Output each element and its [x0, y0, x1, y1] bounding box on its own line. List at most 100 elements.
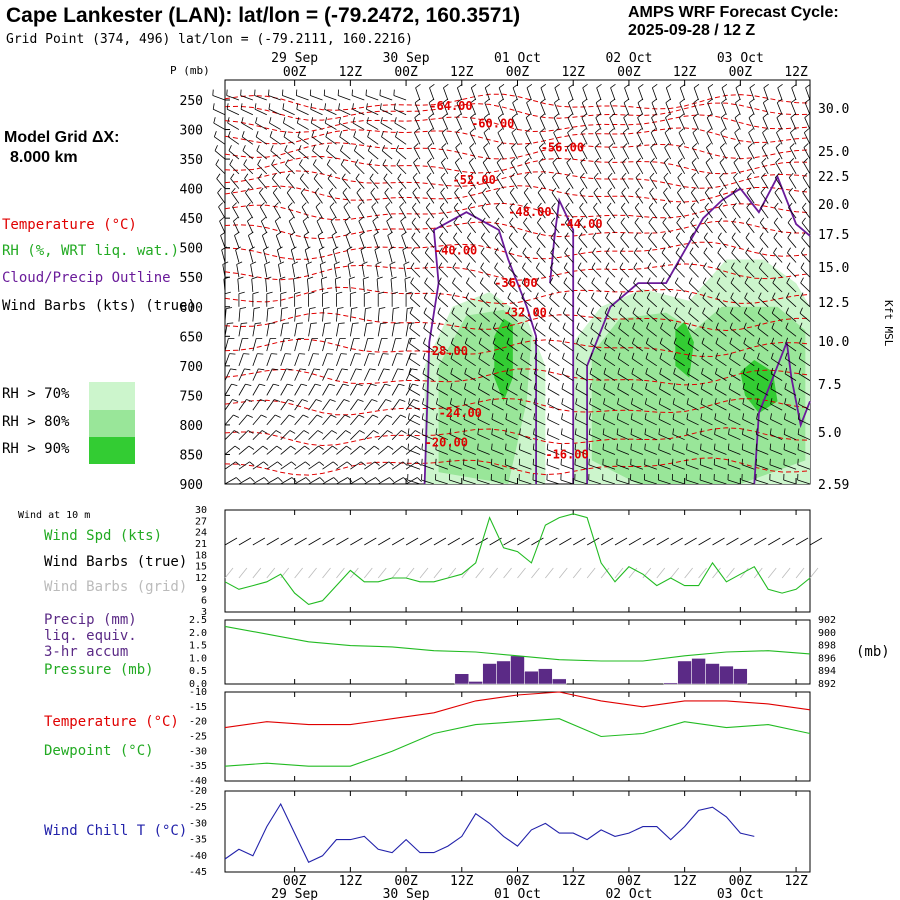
wind-barb-flag: [663, 187, 668, 193]
wind-barb-staff: [454, 177, 463, 189]
wind-barb-flag: [590, 322, 594, 329]
wind-barb-staff: [719, 147, 727, 160]
wind-barb: [263, 246, 269, 263]
wind-barb: [686, 398, 699, 411]
wind-barb-flag: [495, 217, 500, 223]
wind-barb: [449, 413, 462, 426]
wind-barb-flag: [688, 292, 692, 299]
wind-barb: [349, 338, 360, 352]
wind-barb-flag: [322, 291, 329, 295]
wind-barb: [690, 187, 699, 204]
wind-barb: [790, 113, 797, 130]
wind-barb: [547, 428, 560, 441]
wind-barb: [588, 428, 602, 441]
wind-barb-staff: [797, 434, 811, 441]
wind-barb-staff: [308, 368, 315, 381]
y-tick-height: 30.0: [818, 102, 849, 117]
wind-barb-staff: [466, 267, 477, 278]
wind-barb: [439, 202, 449, 219]
wind-barb: [687, 352, 699, 367]
wind-barb-flag: [478, 352, 482, 359]
wind-barb: [327, 173, 337, 189]
wind-barb-flag: [772, 277, 777, 284]
wind-barb: [443, 83, 449, 101]
wind-barb-flag: [355, 368, 362, 371]
wind-barb-flag: [520, 352, 523, 359]
wind-barb: [341, 173, 351, 189]
wind-barb: [618, 337, 630, 352]
wind-barb-staff: [429, 87, 435, 101]
wind-barb-staff: [413, 132, 421, 145]
wind-barb-staff: [595, 132, 602, 145]
wind-barb-flag: [428, 113, 434, 118]
wind-barb-staff: [391, 323, 395, 337]
wind-barb-staff: [478, 358, 490, 367]
wind-barb-staff: [304, 249, 309, 263]
wind-barb-flag: [422, 382, 425, 389]
wind-barb-staff: [449, 479, 462, 485]
wind-barb: [507, 277, 518, 293]
wind-barb-flag: [548, 322, 552, 329]
wind-barb-staff: [308, 383, 316, 396]
wind-barb: [397, 173, 407, 189]
page-title: Cape Lankester (LAN): lat/lon = (-79.247…: [6, 4, 521, 27]
wind-barb: [303, 231, 310, 248]
wind-barb-staff: [623, 117, 630, 130]
surface-wind-barb-grid: [531, 567, 540, 579]
wind-barb-flag: [417, 477, 422, 482]
wind-barb-staff: [575, 373, 588, 381]
wind-barb-flag: [548, 352, 551, 359]
wind-barb-flag: [748, 128, 754, 133]
wind-barb-flag: [617, 367, 620, 374]
wind-barb: [456, 98, 463, 115]
wind-barb-staff: [470, 117, 477, 130]
wind-barb-flag: [784, 367, 788, 374]
wind-barb-flag: [757, 337, 761, 344]
wind-barb-flag: [591, 292, 595, 299]
wind-barb: [305, 261, 312, 278]
y-tick-wind: 30: [195, 505, 207, 516]
y-tick-pressure: 750: [180, 389, 203, 404]
top-hour-label: 00Z: [617, 65, 641, 80]
surface-wind-barb-grid: [586, 567, 596, 579]
wind-barb: [322, 307, 330, 322]
wind-barb-flag: [345, 430, 352, 434]
wind-barb: [412, 172, 421, 189]
wind-barb-flag: [414, 113, 420, 118]
wind-barb: [478, 337, 490, 352]
wind-barb: [771, 337, 783, 352]
wind-barb-flag: [300, 187, 306, 193]
wind-barb-staff: [491, 434, 504, 441]
wind-barb-staff: [549, 312, 560, 322]
wind-barb: [554, 98, 560, 115]
wind-barb-flag: [576, 337, 580, 344]
wind-barb-flag: [280, 291, 287, 295]
wind-barb: [479, 307, 490, 322]
wind-barb-staff: [449, 418, 462, 426]
wind-barb-staff: [413, 147, 421, 160]
wind-barb-staff: [743, 343, 755, 352]
wind-barb-flag: [402, 246, 409, 251]
top-date-label: 01 Oct: [494, 51, 541, 66]
wind-barb-staff: [507, 297, 518, 308]
wind-barb-flag: [392, 291, 399, 295]
wind-barb-staff: [405, 477, 418, 485]
wind-barb: [719, 143, 727, 160]
wind-barb-flag: [353, 131, 357, 137]
wind-barb-staff: [390, 279, 393, 293]
wind-barb-staff: [715, 327, 727, 337]
wind-barb: [672, 398, 685, 411]
wind-barb-staff: [467, 237, 477, 248]
wind-barb: [593, 172, 602, 189]
wind-barb-staff: [250, 264, 254, 278]
wind-barb: [525, 128, 532, 145]
wind-barb-staff: [280, 368, 287, 381]
wind-barb-staff: [366, 108, 379, 116]
wind-barb-flag: [689, 247, 694, 254]
wind-barb: [314, 187, 323, 204]
wind-barb-staff: [687, 343, 699, 352]
wind-barb-flag: [464, 352, 468, 359]
wind-barb-staff: [549, 267, 560, 278]
wind-barb-flag: [397, 173, 402, 179]
wind-barb: [521, 277, 532, 293]
